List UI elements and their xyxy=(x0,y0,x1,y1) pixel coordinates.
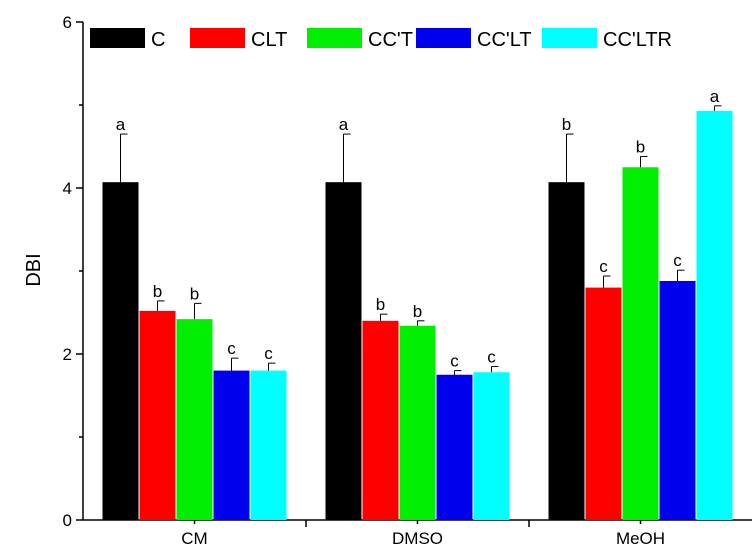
y-tick-label: 4 xyxy=(63,179,72,198)
bar xyxy=(436,374,473,520)
significance-label: b xyxy=(413,302,422,321)
significance-label: a xyxy=(710,87,720,106)
bar xyxy=(362,320,399,520)
legend-swatch xyxy=(416,28,471,48)
legend-swatch xyxy=(90,28,145,48)
significance-label: c xyxy=(673,251,682,270)
bar xyxy=(102,182,139,520)
legend: C CLT CC'T CC'LT CC'LTR xyxy=(90,28,672,51)
y-axis-title: DBI xyxy=(23,253,45,286)
plot-area: 0 2 4 6 CM a b b c c DMSO a b b c c MeOH b c b c a xyxy=(63,13,752,548)
x-category-label: DMSO xyxy=(392,529,443,548)
significance-label: a xyxy=(116,115,126,134)
significance-label: a xyxy=(339,115,349,134)
significance-label: b xyxy=(190,284,199,303)
significance-label: c xyxy=(264,344,273,363)
bar xyxy=(139,310,176,520)
legend-entry-label: CC'LTR xyxy=(603,29,672,51)
significance-label: b xyxy=(636,137,645,156)
legend-entry-label: CC'LT xyxy=(477,29,532,51)
bar xyxy=(696,110,733,520)
y-tick-label: 6 xyxy=(63,13,72,32)
legend-entry-label: C xyxy=(151,29,165,51)
bar xyxy=(176,319,213,520)
y-tick-label: 2 xyxy=(63,345,72,364)
x-category-label: MeOH xyxy=(616,529,665,548)
legend-swatch xyxy=(190,28,245,48)
significance-label: b xyxy=(562,115,571,134)
legend-entry-label: CLT xyxy=(251,29,287,51)
significance-label: c xyxy=(487,347,496,366)
bar xyxy=(399,325,436,520)
significance-label: c xyxy=(227,339,236,358)
legend-swatch xyxy=(307,28,362,48)
bar xyxy=(325,182,362,520)
bar xyxy=(548,182,585,520)
legend-entry-label: CC'T xyxy=(368,29,413,51)
significance-label: b xyxy=(153,282,162,301)
bar xyxy=(585,287,622,520)
bar xyxy=(250,370,287,520)
bar xyxy=(622,167,659,520)
significance-label: b xyxy=(376,295,385,314)
x-category-label: CM xyxy=(181,529,207,548)
bar xyxy=(213,370,250,520)
y-tick-label: 0 xyxy=(63,511,72,530)
bar xyxy=(659,280,696,520)
bar xyxy=(473,372,510,520)
legend-swatch xyxy=(542,28,597,48)
significance-label: c xyxy=(450,352,459,371)
significance-label: c xyxy=(599,257,608,276)
